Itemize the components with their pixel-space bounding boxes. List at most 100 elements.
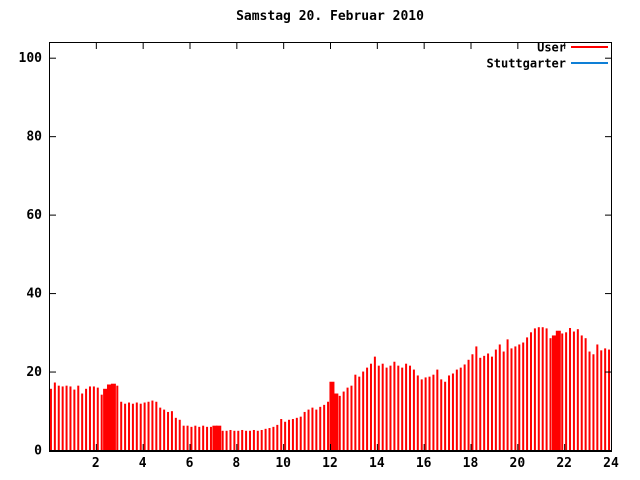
y-axis-tick-label: 100 — [19, 51, 43, 66]
impulse-bar — [315, 409, 318, 450]
impulse-bar — [323, 404, 326, 450]
x-axis-tick-label: 14 — [369, 456, 385, 471]
impulse-bar — [198, 426, 201, 450]
impulse-bar — [409, 365, 412, 450]
impulse-bar — [338, 395, 341, 450]
impulse-bar — [307, 409, 310, 450]
impulse-bar — [350, 385, 353, 450]
impulse-bar — [479, 357, 482, 450]
impulse-bar — [174, 417, 177, 450]
impulse-bar — [260, 429, 263, 450]
impulse-bar — [155, 401, 158, 450]
impulse-bar — [182, 425, 185, 450]
impulse-bar — [506, 339, 509, 450]
impulse-bar — [57, 385, 60, 450]
impulse-bar — [584, 338, 587, 450]
y-axis-tick-label: 40 — [26, 287, 42, 302]
impulse-bar — [416, 375, 419, 450]
impulse-bar — [545, 328, 548, 450]
impulse-bar — [514, 346, 517, 450]
impulse-bar — [366, 367, 369, 450]
impulse-bar — [572, 331, 575, 450]
y-axis-tick-label: 60 — [26, 208, 42, 223]
impulse-bar — [401, 367, 404, 450]
impulse-bar — [397, 365, 400, 450]
x-axis-tick-label: 18 — [463, 456, 479, 471]
impulse-bar — [85, 388, 88, 450]
impulse-bar — [311, 407, 314, 450]
y-axis-tick-label: 0 — [34, 444, 42, 459]
impulse-bar — [483, 355, 486, 450]
impulse-bar — [167, 411, 170, 450]
impulse-bar — [588, 351, 591, 450]
impulse-bar — [225, 430, 228, 450]
impulse-bar — [163, 409, 166, 450]
impulse-bar — [116, 385, 119, 450]
impulse-bar — [444, 381, 447, 450]
impulse-bar — [440, 379, 443, 450]
x-axis-tick-label: 8 — [232, 456, 240, 471]
impulse-bar — [237, 430, 240, 450]
plot-border — [49, 42, 612, 451]
impulse-bar — [268, 428, 271, 450]
x-axis-tick-label: 6 — [186, 456, 194, 471]
impulse-bar — [451, 373, 454, 450]
impulse-bar — [522, 342, 525, 450]
impulse-bar — [333, 393, 339, 450]
impulse-bar — [77, 385, 80, 450]
impulse-bar — [147, 401, 150, 450]
impulse-bar — [131, 403, 134, 450]
impulse-bar — [327, 401, 330, 450]
impulse-bar — [280, 419, 283, 450]
impulse-bar — [389, 365, 392, 450]
impulse-bar — [448, 375, 451, 450]
impulse-bar — [424, 377, 427, 450]
impulse-bar — [120, 401, 123, 450]
impulse-bar — [256, 430, 259, 450]
impulse-bar — [487, 353, 490, 450]
impulse-bar — [272, 426, 275, 450]
impulse-bar — [139, 403, 142, 450]
impulse-bar — [346, 387, 349, 450]
impulse-bar — [498, 344, 501, 450]
impulse-bar — [373, 356, 376, 450]
impulse-bar — [264, 428, 267, 450]
impulse-bar — [565, 332, 568, 450]
impulse-bar — [576, 329, 579, 450]
impulse-bar — [288, 419, 291, 450]
impulse-bar — [604, 348, 607, 450]
impulse-bar — [299, 416, 302, 450]
impulse-bar — [561, 333, 564, 450]
y-axis-tick-label: 80 — [26, 130, 42, 145]
impulse-bar — [53, 382, 56, 450]
x-axis-tick-label: 20 — [510, 456, 526, 471]
impulse-bar — [241, 429, 244, 450]
impulse-bar — [209, 426, 212, 450]
impulse-bar — [502, 351, 505, 450]
impulse-bar — [178, 419, 181, 450]
impulse-bar — [135, 402, 138, 450]
impulse-bar — [319, 406, 322, 450]
impulse-bar — [432, 374, 435, 450]
x-axis-tick-label: 22 — [556, 456, 572, 471]
impulse-bar — [159, 407, 162, 450]
impulse-bar — [518, 344, 521, 450]
impulse-bar — [206, 426, 209, 450]
impulse-bar — [143, 402, 146, 450]
impulse-bar — [412, 369, 415, 450]
impulse-bar — [537, 327, 540, 450]
impulse-bar — [73, 389, 76, 450]
impulse-bar — [354, 374, 357, 450]
impulse-bar — [405, 363, 408, 450]
impulse-bar — [529, 332, 532, 450]
x-axis-tick-label: 16 — [416, 456, 432, 471]
impulse-bar — [124, 403, 127, 450]
impulse-bar — [186, 425, 189, 450]
impulse-bar — [221, 430, 224, 450]
impulse-bar — [69, 386, 72, 450]
impulse-bar — [96, 387, 99, 450]
impulse-bar — [596, 344, 599, 450]
impulse-bar — [436, 369, 439, 450]
impulse-bar — [233, 430, 236, 450]
